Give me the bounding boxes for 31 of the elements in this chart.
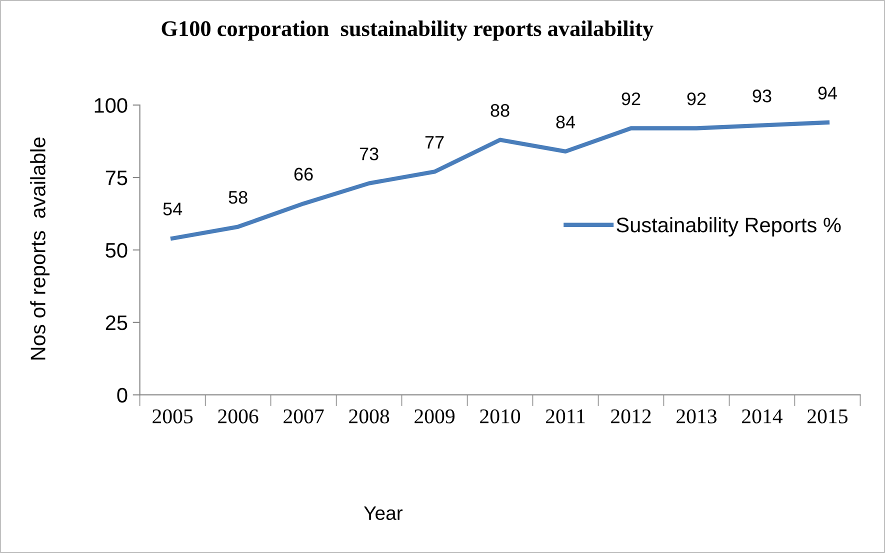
- chart-title: G100 corporation sustainability reports availability: [162, 20, 654, 41]
- x-tick-label: 2005: [152, 409, 193, 424]
- data-label: 73: [360, 148, 378, 160]
- x-tick-label: 2012: [611, 409, 651, 424]
- data-label: 93: [752, 90, 772, 102]
- y-tick-label: 75: [106, 170, 128, 186]
- data-label: 54: [163, 202, 182, 216]
- x-tick-label: 2011: [546, 409, 585, 424]
- x-tick-label: 2006: [218, 409, 258, 424]
- y-tick-label: 50: [106, 242, 128, 258]
- data-label: 94: [818, 86, 837, 100]
- x-tick-label: 2008: [349, 409, 390, 424]
- data-label: 66: [294, 168, 313, 181]
- x-tick-label: 2007: [284, 409, 324, 424]
- data-label: 92: [687, 92, 706, 106]
- data-label: 84: [556, 116, 576, 128]
- data-label: 88: [490, 104, 510, 117]
- y-axis-title: Nos of reports available: [30, 137, 50, 360]
- data-label: 77: [425, 136, 444, 149]
- y-tick-label: 0: [117, 388, 128, 403]
- x-tick-label: 2015: [808, 409, 848, 424]
- legend-label: Sustainability Reports %: [616, 217, 841, 236]
- x-tick-label: 2014: [742, 409, 782, 424]
- x-tick-label: 2013: [676, 409, 717, 424]
- y-tick-label: 25: [106, 315, 128, 330]
- data-label: 58: [228, 190, 248, 204]
- data-label: 92: [622, 92, 640, 106]
- x-tick-label: 2009: [414, 409, 455, 424]
- x-tick-label: 2010: [480, 409, 520, 424]
- y-tick-label: 100: [94, 98, 128, 113]
- x-axis-title: Year: [364, 506, 403, 520]
